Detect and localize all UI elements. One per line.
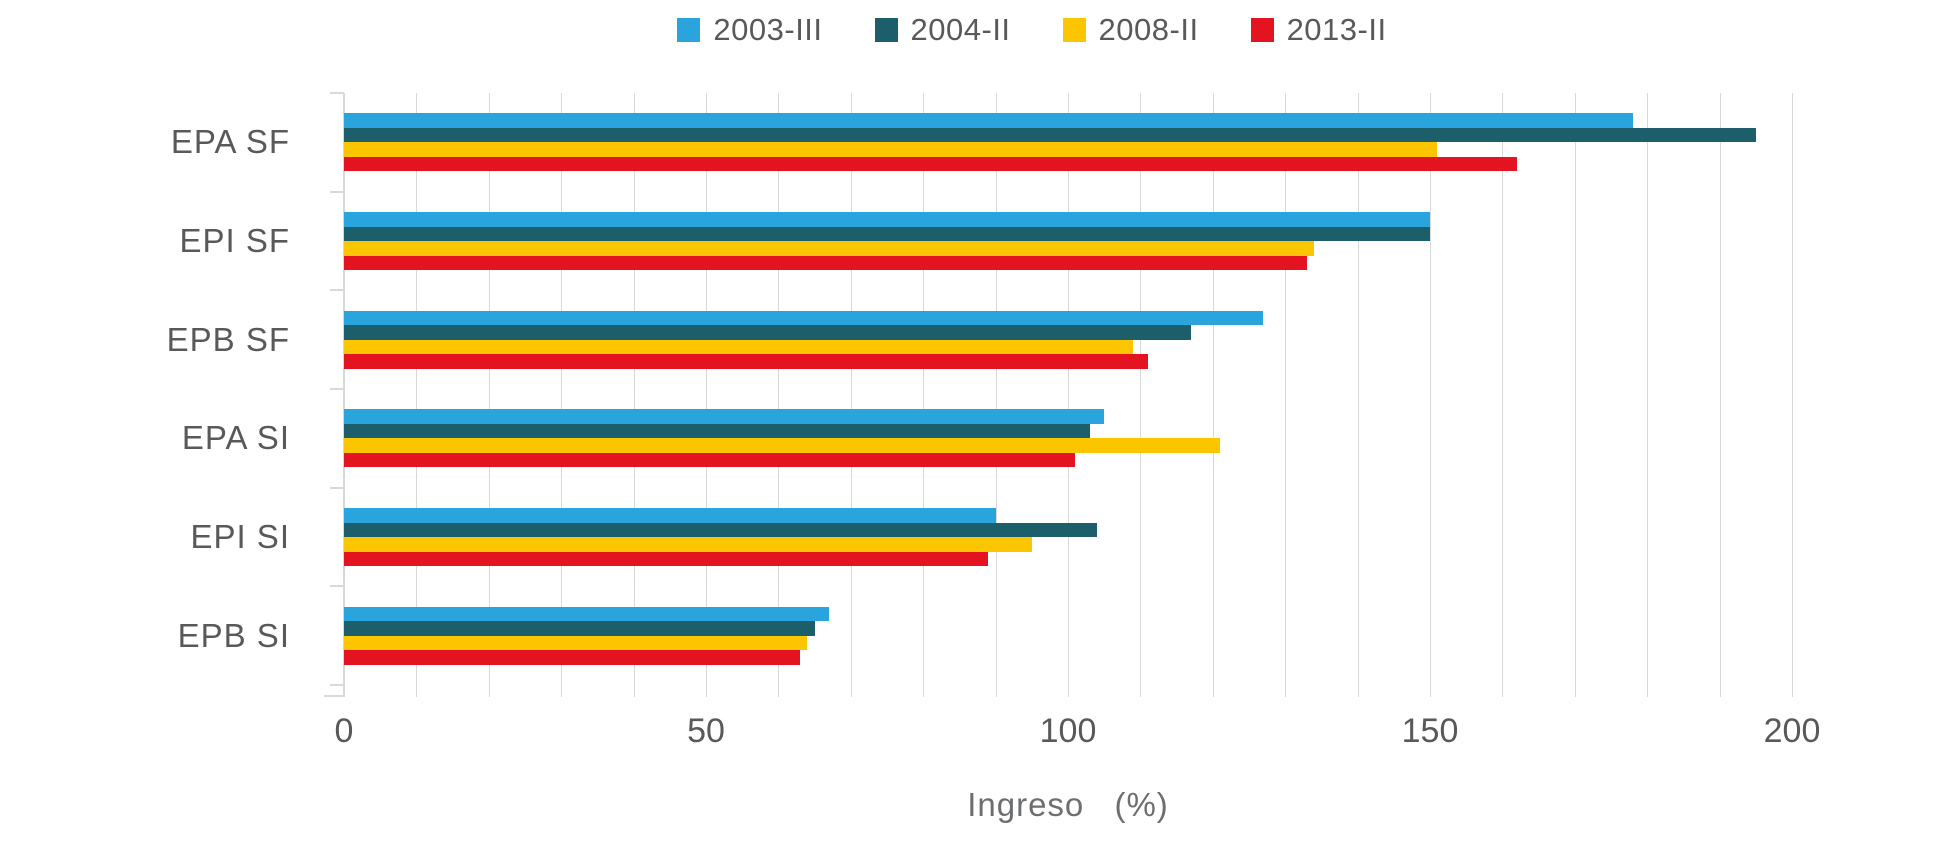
gridline <box>1647 93 1649 697</box>
bar-2008-II-epa-sf <box>344 142 1438 157</box>
gridline <box>1719 93 1721 697</box>
bar-2003-III-epi-si <box>344 508 996 523</box>
category-label: EPB SF <box>166 320 290 358</box>
gridline <box>1285 93 1287 697</box>
bar-2004-II-epb-sf <box>344 325 1192 340</box>
bar-2008-II-epb-si <box>344 635 808 651</box>
legend-swatch-2013-II <box>1250 18 1274 42</box>
gridline <box>706 93 707 697</box>
category-label: EPA SI <box>181 419 290 457</box>
bar-2008-II-epa-si <box>344 438 1221 453</box>
bar-2013-II-epb-sf <box>344 354 1148 369</box>
category-label: EPI SI <box>190 518 290 555</box>
bar-2008-II-epi-si <box>344 537 1032 552</box>
bar-2008-II-epb-sf <box>344 339 1134 355</box>
x-axis-tick-label: 200 <box>1763 712 1821 750</box>
legend-swatch-2008-II <box>1062 18 1086 42</box>
bar-2003-III-epb-sf <box>344 310 1264 326</box>
legend-item: 2008-II <box>1062 12 1199 48</box>
gridline <box>850 93 852 697</box>
y-axis-tick <box>330 92 344 94</box>
gridline <box>1502 93 1504 697</box>
bar-2013-II-epi-sf <box>344 255 1307 270</box>
x-axis-corner <box>324 695 344 697</box>
gridline <box>778 93 780 697</box>
y-axis-tick <box>330 585 344 588</box>
x-axis-tick-label: 0 <box>334 712 354 750</box>
bar-2003-III-epa-si <box>344 409 1105 424</box>
gridline <box>1357 93 1359 697</box>
gridline <box>1430 93 1431 697</box>
legend-label: 2003-III <box>713 12 823 47</box>
bar-2004-II-epa-si <box>344 423 1090 439</box>
gridline <box>488 93 490 697</box>
gridline <box>561 93 563 697</box>
gridline <box>633 93 635 697</box>
y-axis-tick <box>330 486 344 489</box>
y-axis-tick <box>330 388 344 390</box>
category-label: EPB SI <box>177 616 290 654</box>
legend-swatch-2003-III <box>677 18 701 42</box>
gridline <box>1574 93 1576 697</box>
y-axis-line <box>343 93 345 697</box>
y-axis-tick <box>330 190 344 193</box>
gridline <box>1792 93 1793 697</box>
legend-item: 2003-III <box>677 12 822 48</box>
chart-legend: 2003-III 2004-II 2008-II 2013-II <box>105 10 1959 50</box>
y-axis-tick <box>330 289 344 292</box>
legend-item: 2004-II <box>874 12 1011 48</box>
legend-item: 2013-II <box>1250 12 1387 48</box>
bar-2003-III-epi-sf <box>344 212 1430 227</box>
bar-2013-II-epa-sf <box>344 156 1517 172</box>
bar-2003-III-epb-si <box>344 606 830 622</box>
category-label: EPA SF <box>170 123 290 161</box>
gridline <box>1140 93 1142 697</box>
gridline <box>1212 93 1214 697</box>
legend-label: 2008-II <box>1098 12 1199 47</box>
bar-2013-II-epb-si <box>344 650 801 665</box>
x-axis-title: Ingreso (%) <box>967 786 1169 823</box>
bar-2004-II-epi-si <box>344 522 1097 537</box>
legend-swatch-2004-II <box>874 18 898 42</box>
bar-2013-II-epi-si <box>344 551 989 566</box>
gridline <box>1068 93 1069 697</box>
legend-label: 2004-II <box>910 12 1011 47</box>
x-axis-tick-label: 100 <box>1039 712 1097 750</box>
legend-label: 2013-II <box>1286 12 1387 47</box>
bar-2004-II-epa-sf <box>344 127 1756 143</box>
y-axis-tick <box>330 684 344 686</box>
gridline <box>923 93 925 697</box>
bar-2013-II-epa-si <box>344 452 1076 468</box>
x-axis-tick-label: 50 <box>687 712 725 750</box>
bar-2003-III-epa-sf <box>344 113 1633 128</box>
gridline <box>995 93 997 697</box>
category-label: EPI SF <box>179 222 290 259</box>
bar-2004-II-epb-si <box>344 621 815 636</box>
gridline <box>416 93 418 697</box>
x-axis-tick-label: 150 <box>1401 712 1459 750</box>
bar-2004-II-epi-sf <box>344 226 1430 241</box>
bar-2008-II-epi-sf <box>344 241 1315 256</box>
